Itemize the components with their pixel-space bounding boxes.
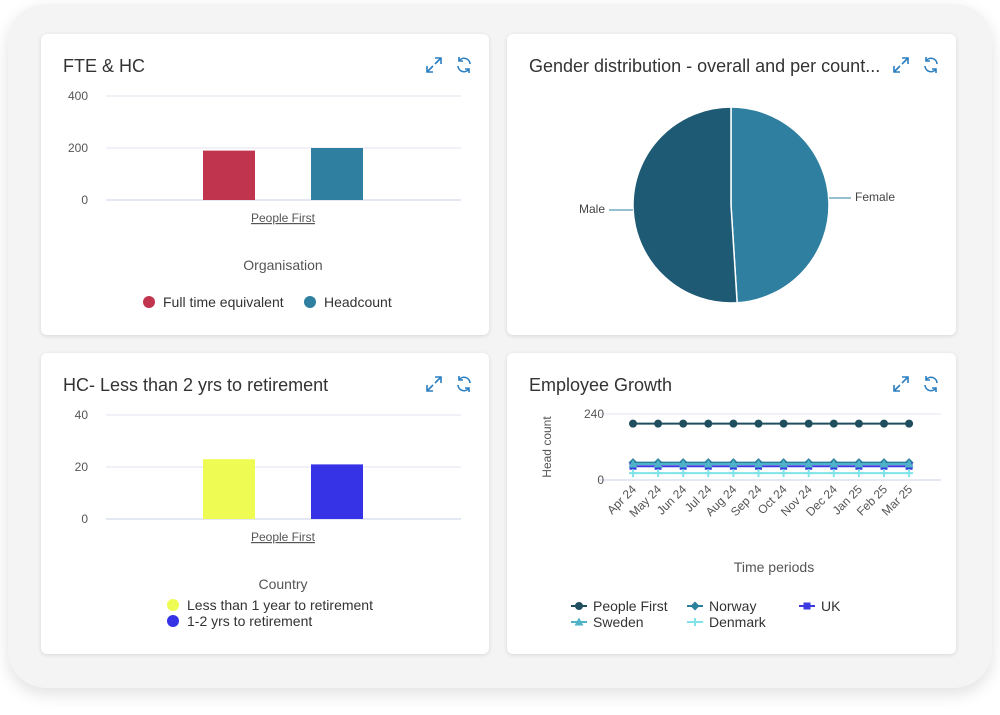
data-point <box>729 469 738 478</box>
y-tick-label: 0 <box>81 193 88 207</box>
data-point <box>703 459 713 468</box>
data-point <box>829 419 838 428</box>
data-point <box>904 459 914 468</box>
data-point <box>905 419 914 428</box>
data-point <box>628 459 638 468</box>
legend-marker <box>691 618 699 626</box>
data-point <box>728 459 738 468</box>
legend-label: Headcount <box>324 294 392 310</box>
card-title: HC- Less than 2 yrs to retirement <box>63 375 329 395</box>
fte-hc-chart: 0 200 400 People First Organisation Full time… <box>68 89 461 310</box>
card-retirement: HC- Less than 2 yrs to retirement 0 20 40 P… <box>41 353 489 654</box>
data-point <box>654 419 663 428</box>
data-point <box>679 419 688 428</box>
x-axis-label: Time periods <box>734 559 814 575</box>
card-employee-growth: Employee Growth 0 240 Head count Apr 24 May … <box>507 353 956 654</box>
data-point <box>854 419 863 428</box>
y-tick-label: 240 <box>584 407 604 421</box>
card-fte-hc: FTE & HC 0 200 400 People First Organisation… <box>41 34 489 335</box>
legend-marker <box>690 601 700 611</box>
gender-pie-chart: Male Female <box>579 106 895 304</box>
card-gender: Gender distribution - overall and per co… <box>507 34 956 335</box>
data-point <box>754 459 763 468</box>
legend-label: UK <box>821 598 841 614</box>
bar-less-than-1-year-to-retirement <box>203 459 255 519</box>
data-point <box>854 469 863 478</box>
legend-label: Less than 1 year to retirement <box>187 597 373 613</box>
legend-marker <box>304 296 316 308</box>
legend-marker <box>167 599 179 611</box>
data-point <box>804 469 813 478</box>
legend-marker <box>803 602 811 610</box>
legend-label: Denmark <box>709 614 767 630</box>
data-point <box>854 459 864 468</box>
data-point <box>804 459 814 468</box>
pie-label: Male <box>579 202 605 216</box>
data-point <box>754 469 763 478</box>
y-tick-label: 200 <box>68 141 88 155</box>
data-point <box>729 419 738 428</box>
expand-icon[interactable] <box>892 56 910 74</box>
pie-slice-female <box>730 106 830 304</box>
legend-label: People First <box>593 598 668 614</box>
legend-label: Full time equivalent <box>163 294 284 310</box>
card-title: Employee Growth <box>529 375 673 395</box>
expand-icon[interactable] <box>425 56 443 74</box>
x-tick-label: People First <box>251 530 316 544</box>
data-point <box>779 459 789 468</box>
legend-label: Norway <box>709 598 756 614</box>
pie-label: Female <box>855 190 895 204</box>
card-title: FTE & HC <box>63 56 146 76</box>
data-point <box>653 459 663 468</box>
legend-marker <box>143 296 155 308</box>
y-axis-label: Head count <box>540 416 554 478</box>
x-axis-label: Country <box>258 576 307 592</box>
y-tick-label: 400 <box>68 89 88 103</box>
data-point <box>829 459 839 468</box>
card-title: Gender distribution - overall and per co… <box>529 56 881 76</box>
data-point <box>879 459 889 468</box>
refresh-icon[interactable] <box>455 56 473 74</box>
refresh-icon[interactable] <box>455 375 473 393</box>
data-point <box>704 419 713 428</box>
bar-headcount <box>311 148 363 200</box>
y-tick-label: 40 <box>75 408 89 422</box>
y-tick-label: 0 <box>81 512 88 526</box>
x-axis-label: Organisation <box>243 257 322 273</box>
legend-label: 1-2 yrs to retirement <box>187 613 312 629</box>
data-point <box>779 419 788 428</box>
data-point <box>754 419 763 428</box>
data-point <box>905 469 914 478</box>
legend-marker <box>575 602 583 610</box>
x-tick-label: People First <box>251 211 316 225</box>
expand-icon[interactable] <box>425 375 443 393</box>
y-tick-label: 20 <box>75 460 89 474</box>
expand-icon[interactable] <box>892 375 910 393</box>
legend-marker <box>167 615 179 627</box>
y-tick-label: 0 <box>597 473 604 487</box>
data-point <box>829 469 838 478</box>
legend-marker <box>574 617 584 626</box>
refresh-icon[interactable] <box>922 375 940 393</box>
retirement-chart: 0 20 40 People First Country Less than 1 year… <box>75 408 461 629</box>
data-point <box>629 419 637 428</box>
data-point <box>704 469 713 478</box>
bar-full-time-equivalent <box>203 150 255 200</box>
legend-label: Sweden <box>593 614 644 630</box>
bar-1-2-yrs-to-retirement <box>311 464 363 519</box>
data-point <box>880 469 888 478</box>
data-point <box>629 469 637 478</box>
refresh-icon[interactable] <box>922 56 940 74</box>
data-point <box>779 469 788 478</box>
data-point <box>679 469 688 478</box>
data-point <box>678 459 688 468</box>
data-point <box>804 419 813 428</box>
data-point <box>654 469 663 478</box>
data-point <box>880 419 888 428</box>
pie-slice-male <box>632 106 738 304</box>
